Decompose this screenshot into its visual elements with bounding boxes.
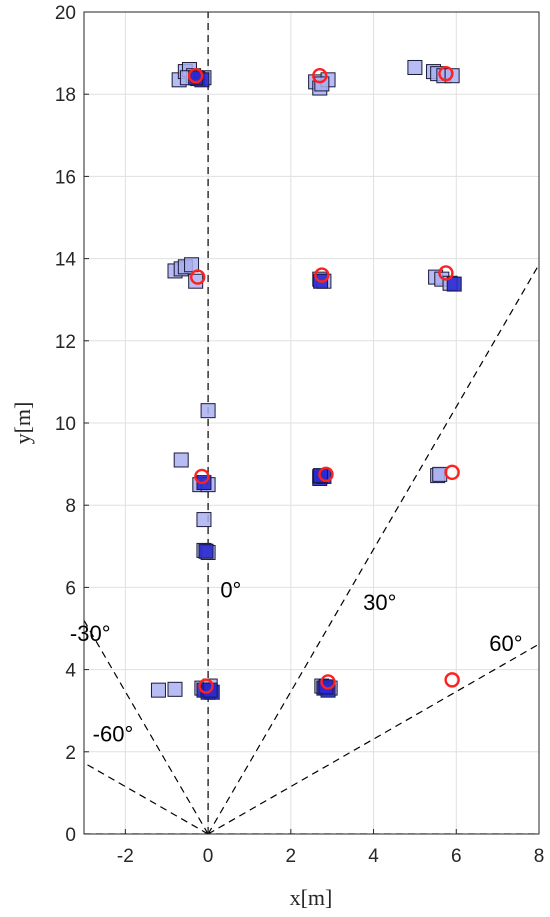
- series-truth: [187, 65, 460, 694]
- data-point-circle: [194, 468, 210, 485]
- data-point-circle: [314, 267, 330, 283]
- data-point-circle: [198, 678, 214, 694]
- data-point-square: [196, 512, 212, 528]
- reference-angle-label: 0°: [220, 578, 241, 603]
- data-point-square: [446, 276, 462, 292]
- x-tick-label: 6: [451, 846, 462, 867]
- data-point-square: [407, 59, 423, 75]
- y-tick-label: 0: [65, 825, 76, 846]
- reference-angle-label: -60°: [93, 722, 134, 747]
- y-tick-label: 2: [65, 743, 76, 764]
- data-point-square: [314, 76, 330, 92]
- data-point-circle: [444, 464, 460, 481]
- x-axis-label: x[m]: [290, 885, 333, 910]
- data-point-square: [198, 543, 214, 559]
- data-point-square: [200, 403, 216, 419]
- data-point-square: [173, 452, 189, 468]
- data-point-square: [167, 681, 183, 697]
- y-tick-label: 4: [65, 661, 76, 682]
- data-point-circle: [320, 674, 336, 690]
- axes: -2 0 2 4 6 8 0 2 4 6 8 10 12 14 16 18 20: [55, 3, 544, 867]
- y-tick-label: 8: [65, 496, 76, 517]
- x-tick-label: 2: [286, 846, 297, 867]
- data-point-circle: [438, 265, 454, 281]
- reference-angle-label: -30°: [70, 621, 111, 646]
- data-point-circle: [312, 68, 328, 84]
- x-tick-label: -2: [117, 846, 134, 867]
- y-tick-label: 10: [55, 414, 76, 435]
- data-point-square: [432, 466, 448, 482]
- data-point-circle: [444, 672, 460, 688]
- x-tick-label: 8: [534, 846, 545, 867]
- y-tick-label: 12: [55, 332, 76, 353]
- y-tick-label: 18: [55, 85, 76, 106]
- labels: x[m] y[m] 0° 30° 60° -30° -60°: [10, 402, 523, 910]
- x-tick-label: 4: [368, 846, 379, 867]
- y-tick-label: 14: [55, 250, 77, 271]
- data-markers: [150, 59, 462, 700]
- y-axis-label: y[m]: [10, 402, 35, 445]
- data-point-circle: [438, 65, 454, 82]
- reference-angle-label: 30°: [363, 590, 396, 615]
- data-point-circle: [190, 269, 206, 285]
- x-tick-label: 0: [203, 846, 214, 867]
- y-tick-label: 20: [55, 3, 76, 24]
- y-tick-label: 16: [55, 167, 76, 188]
- data-point-circle: [187, 68, 204, 84]
- reference-angle-label: 60°: [489, 631, 522, 656]
- data-point-square: [184, 257, 200, 273]
- y-tick-label: 6: [65, 578, 76, 599]
- data-point-square: [150, 682, 166, 698]
- data-point-circle: [318, 466, 334, 483]
